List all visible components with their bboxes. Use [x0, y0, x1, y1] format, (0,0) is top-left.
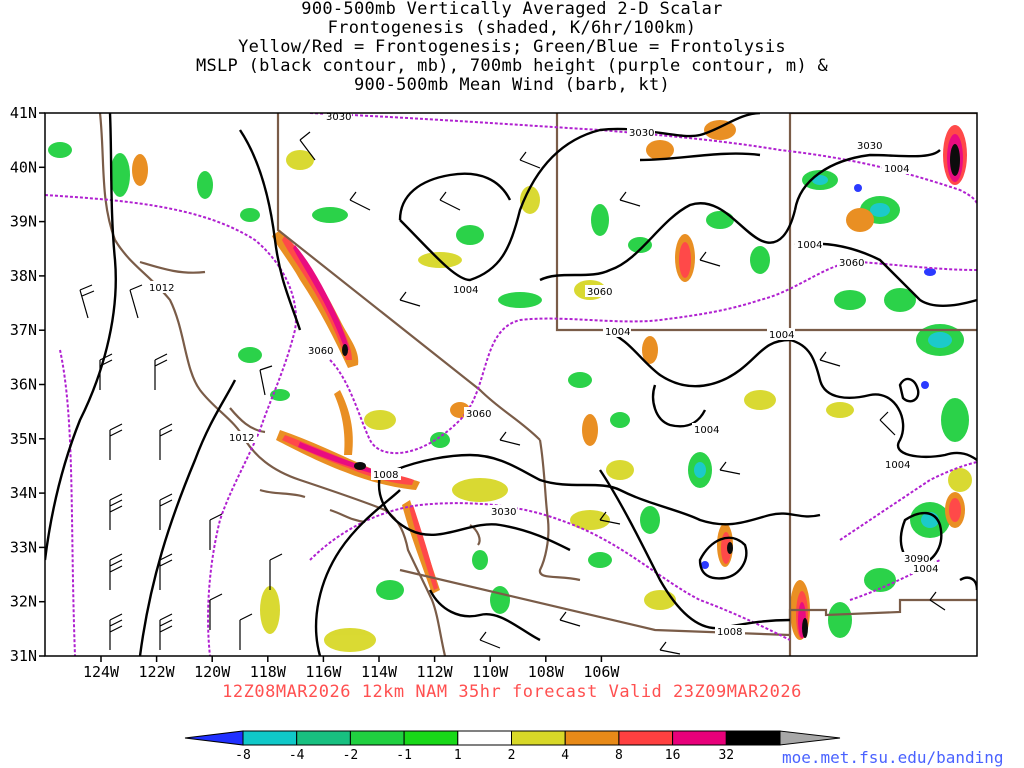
colorbar-segment [618, 730, 674, 746]
lat-label: 36N [10, 376, 37, 394]
mslp-label: 1004 [913, 564, 938, 575]
frontogenesis-shading [48, 120, 972, 652]
title-line-3: Yellow/Red = Frontogenesis; Green/Blue =… [238, 37, 786, 57]
mslp-label: 1008 [717, 627, 742, 638]
colorbar-left-arrow [184, 730, 244, 746]
lon-label: 120W [194, 663, 231, 681]
colorbar-segment [296, 730, 351, 746]
lat-label: 41N [10, 104, 37, 122]
height-label: 3060 [587, 287, 612, 298]
mslp-label: 1004 [885, 460, 910, 471]
title-line-5: 900-500mb Mean Wind (barb, kt) [353, 75, 671, 95]
colorbar-label: -8 [235, 748, 251, 763]
colorbar-label: 8 [615, 748, 623, 763]
mslp-label: 1004 [884, 164, 909, 175]
colorbar-label: -1 [396, 748, 412, 763]
height-label: 3030 [629, 128, 654, 139]
lon-label: 116W [305, 663, 342, 681]
lat-label: 38N [10, 267, 37, 285]
title-line-1: 900-500mb Vertically Averaged 2-D Scalar [301, 0, 723, 19]
colorbar: -8 -4 -2 -1 1 2 4 8 16 32 [184, 730, 841, 763]
map-title: 900-500mb Vertically Averaged 2-D Scalar… [0, 0, 1024, 95]
height-label: 3030 [326, 112, 351, 123]
colorbar-segment [403, 730, 459, 746]
mslp-label: 1004 [605, 327, 630, 338]
source-url[interactable]: moe.met.fsu.edu/banding [782, 748, 1004, 767]
lon-label: 110W [472, 663, 509, 681]
lat-label: 39N [10, 213, 37, 231]
mslp-label: 1012 [149, 283, 174, 294]
plot-area [45, 113, 977, 656]
mslp-label: 1004 [769, 330, 794, 341]
colorbar-label: -4 [289, 748, 305, 763]
colorbar-right-arrow [779, 730, 841, 746]
height-label: 3060 [308, 346, 333, 357]
height-label: 3060 [839, 258, 864, 269]
lat-label: 34N [10, 484, 37, 502]
lon-label: 114W [361, 663, 398, 681]
contour-label-group: 3030 3030 3030 3060 3060 3060 3030 3060 … [147, 112, 939, 638]
colorbar-label: 4 [561, 748, 569, 763]
colorbar-segment [511, 730, 566, 746]
latitude-axis: 41N 40N 39N 38N 37N 36N 35N 34N 33N 32N 31N [10, 104, 45, 665]
colorbar-segment [457, 730, 512, 746]
wind-barbs [79, 131, 946, 655]
colorbar-label: -2 [343, 748, 359, 763]
colorbar-label: 1 [454, 748, 462, 763]
mslp-label: 1004 [797, 240, 822, 251]
colorbar-segment [564, 730, 620, 746]
lat-label: 31N [10, 647, 37, 665]
lon-label: 118W [250, 663, 287, 681]
lat-label: 32N [10, 593, 37, 611]
lat-label: 37N [10, 321, 37, 339]
colorbar-segment [672, 730, 727, 746]
lon-label: 122W [139, 663, 176, 681]
mslp-label: 1004 [453, 285, 478, 296]
colorbar-label: 2 [508, 748, 516, 763]
colorbar-segment [349, 730, 405, 746]
colorbar-label: 32 [718, 748, 734, 763]
mslp-contours [45, 113, 977, 656]
lon-label: 106W [583, 663, 620, 681]
lon-label: 124W [83, 663, 120, 681]
lat-label: 40N [10, 158, 37, 176]
colorbar-segment [242, 730, 298, 746]
height-label: 3030 [491, 507, 516, 518]
height-label: 3090 [904, 554, 929, 565]
longitude-axis: 124W 122W 120W 118W 116W 114W 112W 110W 108W 106W [83, 656, 620, 681]
colorbar-label: 16 [665, 748, 681, 763]
lat-label: 35N [10, 430, 37, 448]
height-label: 3030 [857, 141, 882, 152]
title-line-2: Frontogenesis (shaded, K/6hr/100km) [327, 18, 697, 38]
height-label: 3060 [466, 409, 491, 420]
mslp-label: 1012 [229, 433, 254, 444]
mslp-label: 1004 [694, 425, 719, 436]
mslp-label: 1008 [373, 470, 398, 481]
colorbar-segment [725, 730, 781, 746]
lat-label: 33N [10, 538, 37, 556]
lon-label: 108W [528, 663, 565, 681]
lon-label: 112W [417, 663, 454, 681]
title-line-4: MSLP (black contour, mb), 700mb height (… [195, 56, 829, 76]
valid-time-line: 12Z08MAR2026 12km NAM 35hr forecast Vali… [222, 682, 802, 702]
